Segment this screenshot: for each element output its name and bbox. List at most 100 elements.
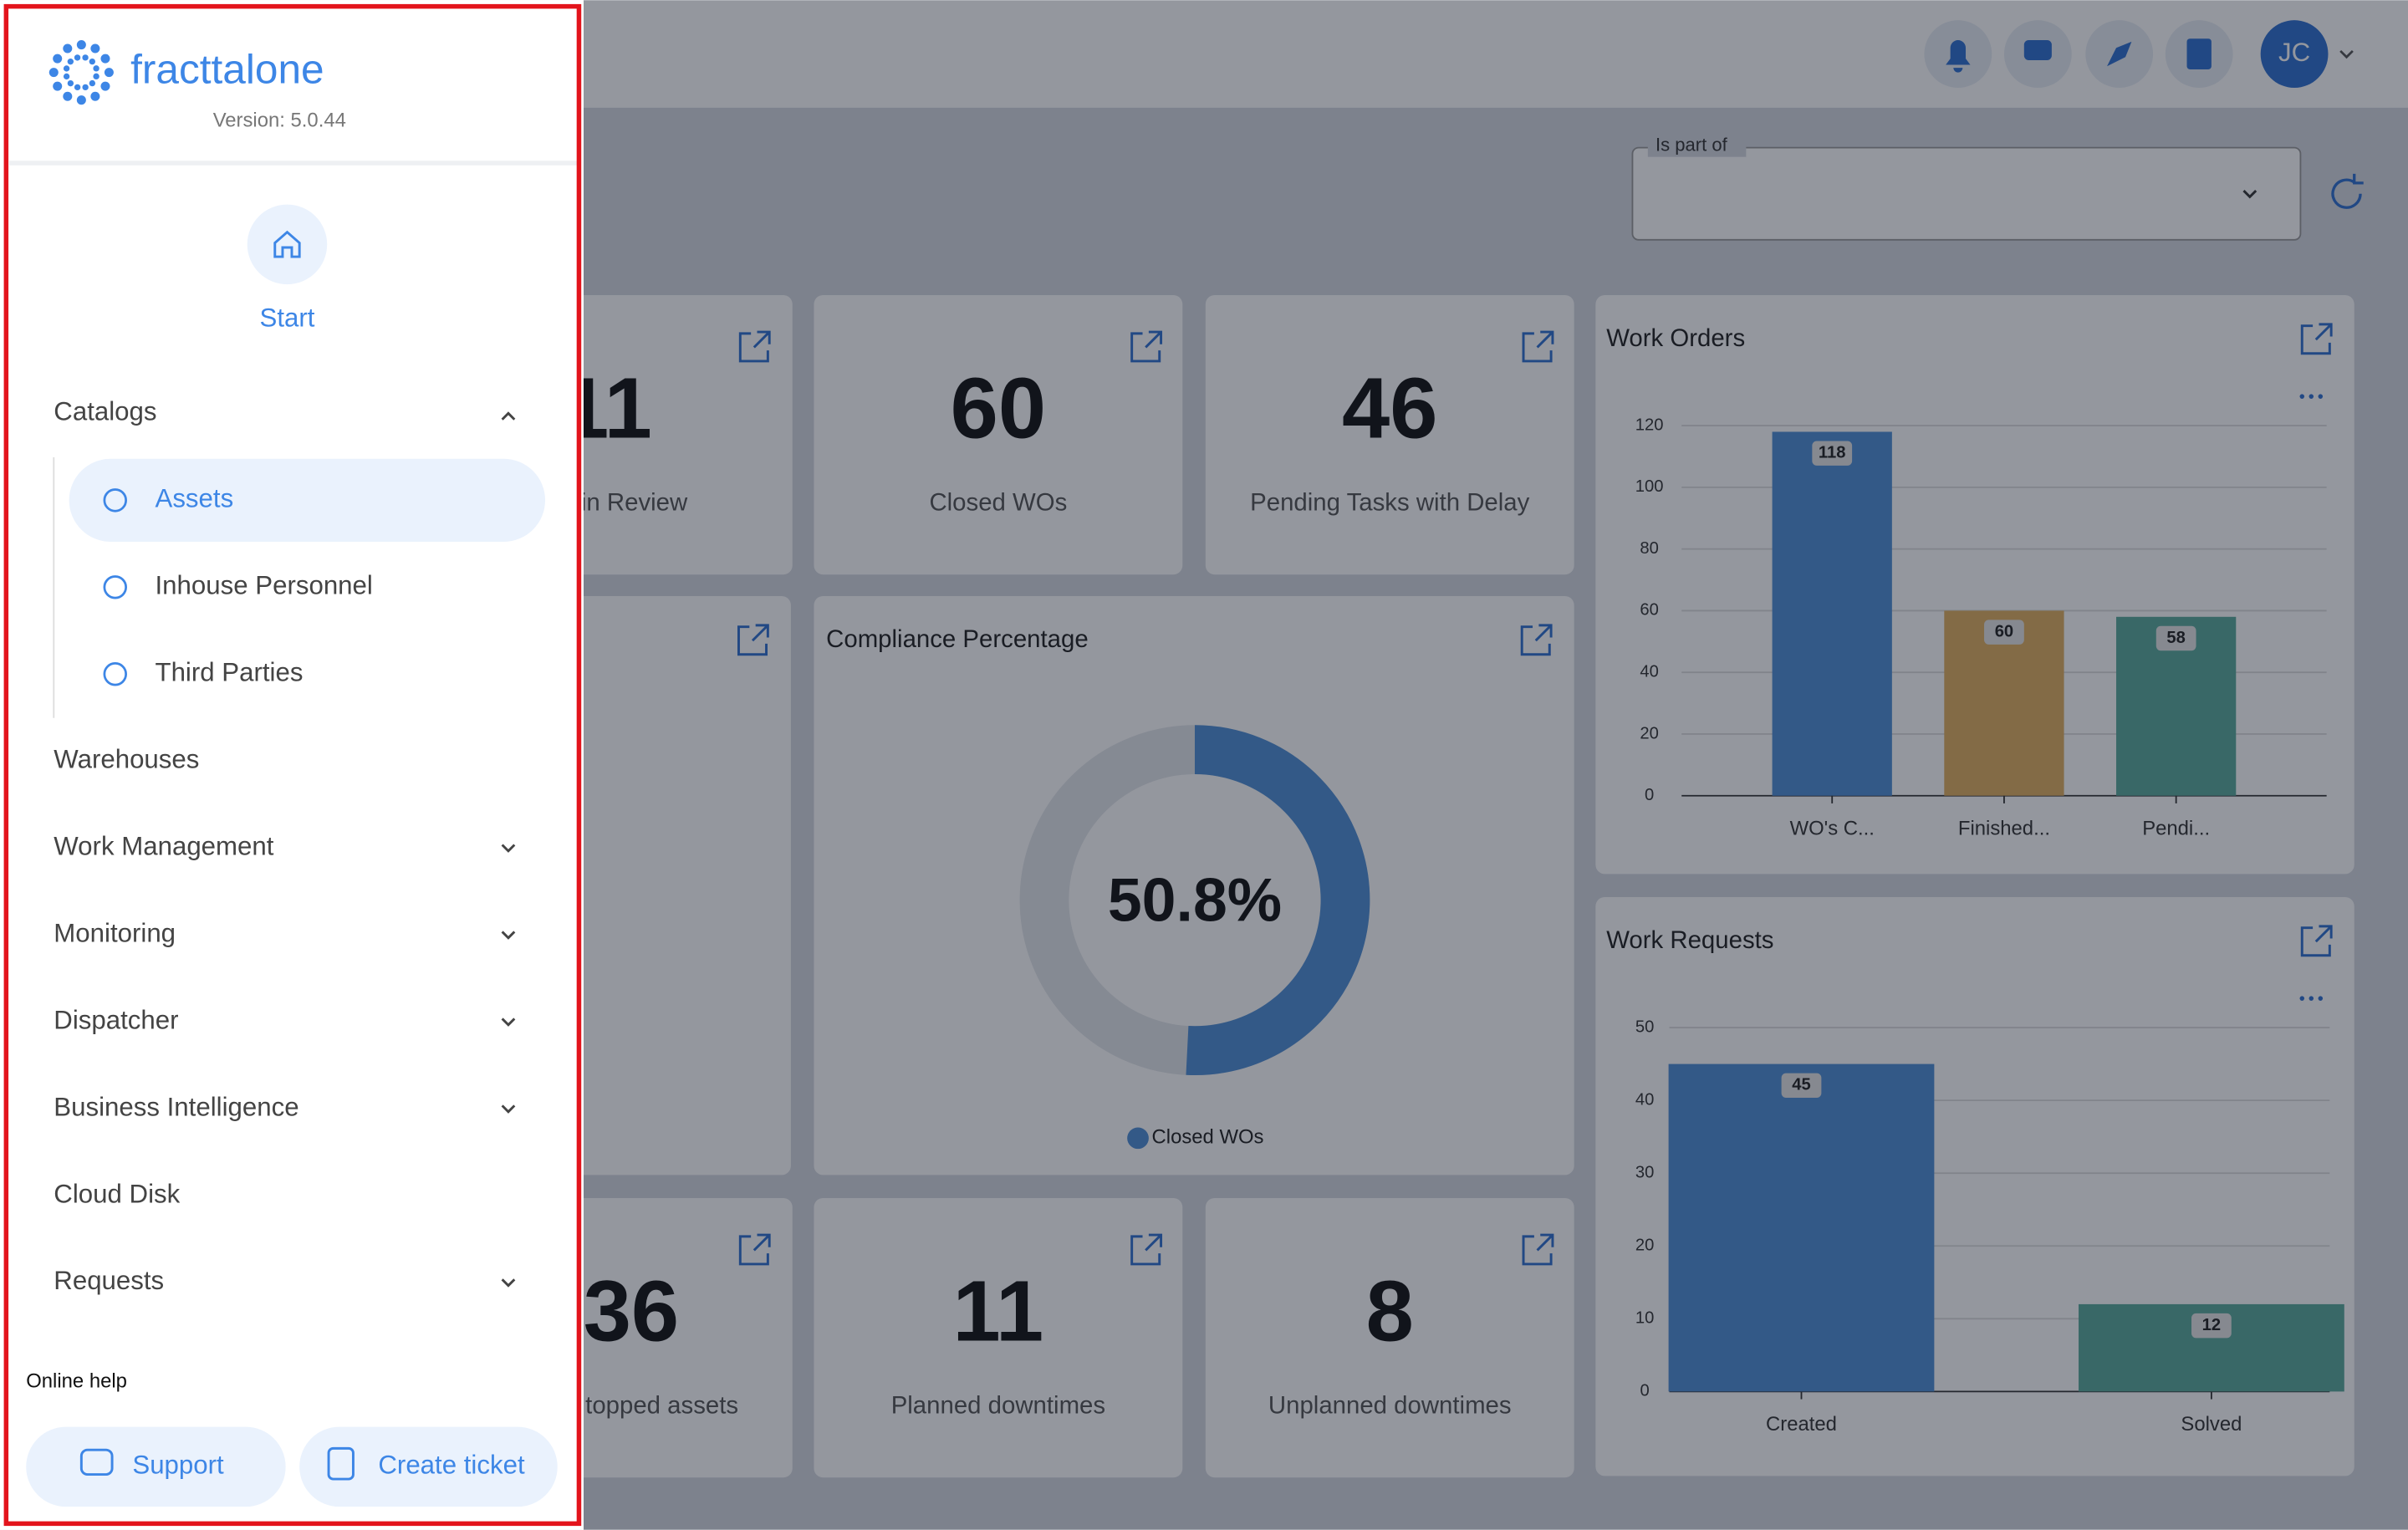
menu-chevron bbox=[501, 411, 516, 421]
kpi-card bbox=[814, 294, 1183, 575]
y-tick-label: 20 bbox=[1635, 1237, 1654, 1255]
y-tick-label: 40 bbox=[1640, 663, 1658, 681]
filter-label-bg bbox=[1647, 135, 1747, 157]
logo-dot bbox=[63, 65, 70, 72]
user-menu-caret[interactable] bbox=[2339, 49, 2354, 59]
menu-chevron bbox=[501, 931, 516, 940]
more-dot bbox=[2299, 996, 2305, 1001]
menu-icon bbox=[103, 662, 127, 686]
logo-dot bbox=[89, 58, 95, 65]
menu-chevron bbox=[501, 1278, 516, 1288]
kpi-value: 8 bbox=[1366, 1262, 1414, 1359]
cards bbox=[461, 294, 2354, 1478]
more-dot bbox=[2299, 394, 2305, 399]
logo-dot bbox=[48, 68, 59, 78]
logo-dot bbox=[53, 54, 63, 64]
donut-segment bbox=[1186, 725, 1370, 1076]
y-tick-label: 0 bbox=[1645, 786, 1654, 804]
filter-select[interactable] bbox=[1631, 146, 2302, 241]
ticket-icon bbox=[327, 1446, 355, 1481]
support-icon bbox=[79, 1448, 114, 1476]
submenu-item[interactable]: Inhouse Personnel bbox=[156, 571, 373, 600]
y-tick-label: 100 bbox=[1635, 477, 1664, 496]
modal-overlay[interactable] bbox=[583, 0, 2408, 1530]
support-label: Support bbox=[132, 1451, 224, 1480]
y-tick-label: 80 bbox=[1640, 539, 1658, 558]
menu-item[interactable]: Monitoring bbox=[54, 918, 176, 947]
x-tick-label: WO's C... bbox=[1790, 817, 1875, 839]
avatar[interactable] bbox=[2260, 20, 2329, 89]
y-tick-label: 10 bbox=[1635, 1309, 1654, 1328]
chart-title: Work Orders bbox=[1606, 324, 1745, 352]
y-tick-label: 0 bbox=[1640, 1382, 1650, 1400]
logo-dot bbox=[53, 81, 63, 91]
menu-item[interactable]: Work Management bbox=[54, 831, 273, 860]
start-button[interactable] bbox=[247, 204, 328, 285]
logo-dot bbox=[76, 40, 86, 50]
menu-item[interactable]: Catalogs bbox=[54, 397, 156, 426]
support-button[interactable] bbox=[26, 1426, 286, 1507]
kpi-label: Planned downtimes bbox=[891, 1392, 1105, 1420]
create-ticket-label: Create ticket bbox=[378, 1451, 525, 1480]
logo-dot bbox=[74, 54, 81, 61]
menu-item[interactable]: Dispatcher bbox=[54, 1005, 178, 1034]
chart-title: Compliance Percentage bbox=[826, 625, 1089, 653]
logo-dot bbox=[63, 91, 73, 101]
open-link-icon bbox=[1520, 624, 1553, 656]
submenu-item[interactable]: Assets bbox=[156, 484, 234, 513]
x-tick-label: Created bbox=[1766, 1413, 1837, 1436]
logo-dot bbox=[63, 43, 73, 54]
x-tick-label: Finished... bbox=[1958, 817, 2050, 839]
online-help: Online help bbox=[26, 1370, 127, 1393]
sidebar: fracttalone Version: 5.0.44 Start Catalo… bbox=[0, 0, 584, 1530]
open-link-icon bbox=[2300, 323, 2333, 355]
more-dot bbox=[2309, 394, 2314, 399]
create-ticket-button[interactable] bbox=[299, 1426, 558, 1507]
open-link-icon bbox=[738, 330, 771, 363]
kpi-value: 60 bbox=[951, 360, 1046, 456]
kpi-label: Pending Tasks with Delay bbox=[1250, 489, 1529, 517]
menu-item[interactable]: Warehouses bbox=[54, 744, 199, 773]
submenu-item[interactable]: Third Parties bbox=[156, 658, 304, 687]
bar bbox=[1668, 1063, 1935, 1392]
x-tick-label: Pendi... bbox=[2142, 817, 2210, 839]
chart-card bbox=[814, 595, 1574, 1176]
logo-dot bbox=[82, 54, 89, 61]
menu-active-bg bbox=[69, 458, 546, 542]
filter-label: Is part of bbox=[1656, 135, 1728, 156]
value-label-bg bbox=[2191, 1313, 2232, 1339]
open-link-icon bbox=[738, 1233, 771, 1266]
logo-icon bbox=[48, 40, 114, 105]
more-dot bbox=[2318, 996, 2324, 1001]
y-tick-label: 40 bbox=[1635, 1090, 1654, 1109]
menu-icon bbox=[103, 575, 127, 599]
highlight-frame bbox=[3, 3, 582, 1527]
menu-item[interactable]: Requests bbox=[54, 1266, 164, 1295]
open-link-icon bbox=[2300, 925, 2333, 957]
value-label: 60 bbox=[1995, 622, 2013, 640]
kpi-label: Closed WOs bbox=[929, 489, 1067, 517]
menu: Catalogs Assets Inhouse Personnel Third Par… bbox=[53, 397, 546, 1295]
logo-dot bbox=[89, 79, 96, 87]
menu-item[interactable]: Cloud Disk bbox=[54, 1179, 180, 1208]
logo-dot bbox=[67, 58, 74, 65]
menu-chevron bbox=[501, 1104, 516, 1114]
user-initials: JC bbox=[2278, 38, 2310, 67]
kpi-value: 36 bbox=[584, 1262, 679, 1359]
more-dot bbox=[2309, 996, 2314, 1001]
chart-title: Work Requests bbox=[1606, 926, 1773, 954]
legend-label: Closed WOs bbox=[1152, 1126, 1264, 1149]
kpi-label: Unplanned downtimes bbox=[1268, 1392, 1512, 1420]
more-dot bbox=[2318, 394, 2324, 399]
menu-chevron bbox=[501, 1017, 516, 1027]
logo-dot bbox=[63, 73, 70, 80]
open-links bbox=[737, 323, 2333, 1266]
refresh-button[interactable] bbox=[2331, 173, 2364, 209]
menu-item[interactable]: Business Intelligence bbox=[54, 1092, 298, 1121]
logo-dot bbox=[82, 84, 89, 91]
value-label: 12 bbox=[2202, 1316, 2221, 1334]
open-link-icon bbox=[1522, 330, 1554, 363]
value-label-bg bbox=[1984, 620, 2024, 645]
open-link-icon bbox=[1522, 1233, 1554, 1266]
